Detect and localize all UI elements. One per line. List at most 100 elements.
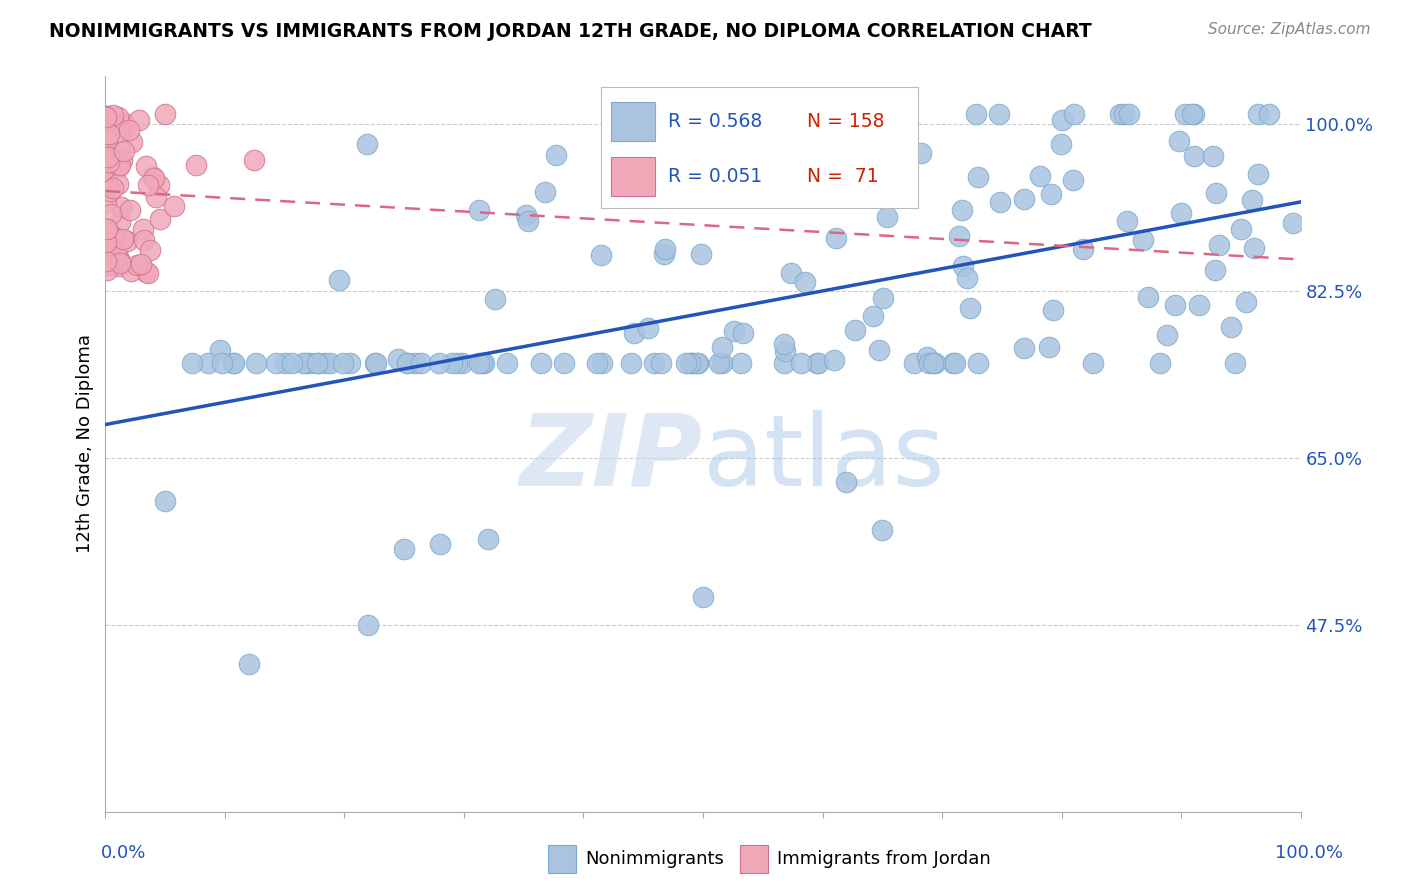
- Point: [366, 355, 388, 369]
- Point: [553, 355, 575, 369]
- Point: [281, 355, 304, 369]
- Point: [1236, 295, 1258, 310]
- Point: [1202, 149, 1225, 163]
- Point: [959, 301, 981, 315]
- Point: [1208, 238, 1230, 252]
- Point: [1132, 233, 1154, 247]
- Point: [586, 355, 609, 369]
- Point: [948, 228, 970, 243]
- Point: [135, 159, 157, 173]
- Point: [918, 355, 941, 369]
- Text: Source: ZipAtlas.com: Source: ZipAtlas.com: [1208, 22, 1371, 37]
- Point: [222, 355, 245, 369]
- Point: [477, 533, 499, 547]
- Point: [824, 230, 846, 244]
- Point: [1118, 107, 1140, 121]
- Point: [1149, 355, 1171, 369]
- Point: [471, 355, 494, 369]
- Point: [139, 243, 162, 257]
- Point: [97, 154, 120, 169]
- Point: [924, 355, 946, 369]
- Point: [1243, 240, 1265, 254]
- Point: [692, 590, 714, 604]
- Point: [1062, 172, 1084, 186]
- Point: [675, 355, 697, 369]
- Point: [145, 189, 167, 203]
- Point: [484, 292, 506, 306]
- Point: [862, 310, 884, 324]
- Point: [807, 355, 830, 369]
- Point: [120, 203, 142, 218]
- Point: [120, 264, 142, 278]
- Point: [780, 266, 803, 280]
- Text: 0.0%: 0.0%: [101, 844, 146, 862]
- Point: [446, 355, 468, 369]
- Point: [97, 243, 120, 257]
- Point: [307, 355, 329, 369]
- Point: [184, 158, 207, 172]
- Point: [112, 144, 135, 158]
- Point: [707, 355, 730, 369]
- Point: [1012, 341, 1035, 355]
- Point: [132, 222, 155, 236]
- Point: [101, 180, 124, 194]
- Point: [291, 355, 314, 369]
- Point: [1012, 192, 1035, 206]
- Point: [314, 355, 336, 369]
- Point: [835, 475, 858, 489]
- Point: [652, 247, 675, 261]
- Point: [686, 355, 709, 369]
- Point: [103, 117, 125, 131]
- Point: [96, 114, 118, 128]
- Point: [238, 657, 260, 671]
- Point: [696, 186, 718, 200]
- Point: [956, 271, 979, 285]
- Point: [844, 323, 866, 337]
- Point: [107, 160, 129, 174]
- Point: [496, 355, 519, 369]
- Point: [591, 355, 613, 369]
- Point: [96, 225, 118, 239]
- Point: [396, 355, 419, 369]
- Point: [533, 185, 555, 199]
- Point: [1182, 107, 1205, 121]
- Point: [94, 152, 117, 166]
- Point: [339, 355, 361, 369]
- Point: [1108, 107, 1130, 121]
- FancyBboxPatch shape: [548, 845, 576, 872]
- Point: [872, 523, 894, 537]
- Point: [128, 112, 150, 127]
- Point: [112, 232, 135, 246]
- Point: [266, 355, 288, 369]
- Point: [943, 355, 966, 369]
- Point: [690, 247, 713, 261]
- Point: [451, 355, 474, 369]
- Point: [910, 146, 932, 161]
- Text: Immigrants from Jordan: Immigrants from Jordan: [778, 849, 991, 868]
- Point: [1182, 149, 1205, 163]
- Point: [319, 355, 342, 369]
- Point: [682, 355, 704, 369]
- Point: [131, 256, 153, 270]
- Point: [903, 355, 925, 369]
- Point: [1181, 107, 1204, 121]
- Point: [1205, 186, 1227, 200]
- Point: [153, 494, 177, 508]
- Point: [295, 355, 318, 369]
- Point: [100, 207, 122, 221]
- Point: [429, 537, 451, 551]
- Point: [94, 172, 117, 186]
- Point: [965, 107, 987, 121]
- Point: [245, 355, 267, 369]
- Point: [915, 350, 938, 364]
- Point: [773, 355, 796, 369]
- Point: [96, 149, 118, 163]
- Point: [108, 158, 131, 172]
- Point: [1039, 187, 1062, 202]
- Point: [243, 153, 266, 167]
- Point: [114, 116, 136, 130]
- Point: [1174, 107, 1197, 121]
- Point: [328, 273, 350, 287]
- Point: [111, 153, 134, 168]
- Point: [623, 326, 645, 340]
